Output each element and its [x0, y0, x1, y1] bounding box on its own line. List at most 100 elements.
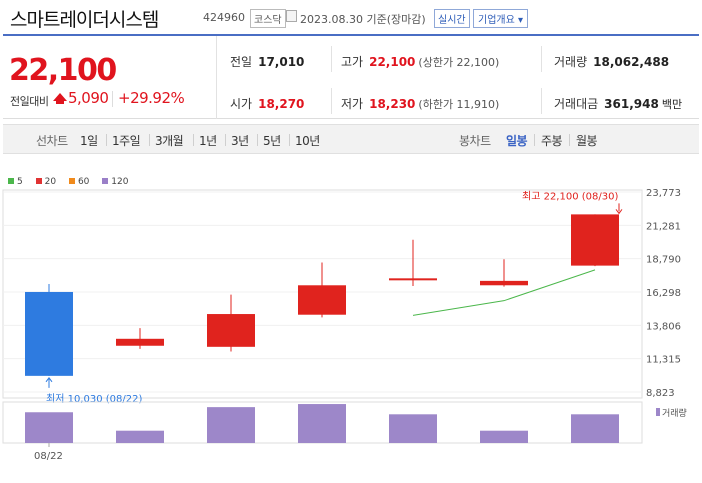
amount-value: 361,948	[604, 97, 659, 111]
high-annotation: 최고 22,100 (08/30)	[522, 190, 618, 202]
y-tick-label: 13,806	[646, 321, 681, 332]
legend-ma20: 20	[35, 177, 56, 187]
date-text: 2023.08.30 기준(장마감)	[300, 13, 426, 26]
divider	[149, 134, 150, 146]
divider	[112, 91, 113, 107]
low-value: 18,230	[369, 97, 416, 111]
low-label: 저가	[341, 97, 364, 111]
y-tick-label: 23,773	[646, 188, 681, 199]
change-label: 전일대비	[10, 95, 49, 108]
prev-close: 전일 17,010	[230, 53, 304, 70]
lower-limit: (하한가 11,910)	[418, 98, 500, 111]
tab-1d[interactable]: 1일	[80, 134, 98, 148]
divider	[541, 88, 542, 114]
change-value: 5,090	[68, 89, 109, 107]
low-annotation: 최저 10,030 (08/22)	[46, 393, 142, 405]
volume-bar	[571, 414, 619, 443]
volume-bar	[116, 430, 164, 443]
tab-10y[interactable]: 10년	[295, 134, 320, 148]
trade-amount: 거래대금 361,948 백만	[554, 95, 682, 112]
divider	[193, 134, 194, 146]
volume-label: 거래량	[554, 55, 588, 69]
tab-daily[interactable]: 일봉	[506, 134, 528, 148]
line-chart-label: 선차트	[36, 134, 68, 148]
open-value: 18,270	[258, 97, 305, 111]
plot-frame	[2, 189, 643, 399]
divider	[257, 134, 258, 146]
tab-monthly[interactable]: 월봉	[576, 134, 598, 148]
candle-chart-label: 봉차트	[459, 134, 491, 148]
high-value: 22,100	[369, 55, 416, 69]
up-arrow-icon	[53, 93, 67, 101]
candle-body	[298, 285, 346, 315]
tab-5y[interactable]: 5년	[263, 134, 281, 148]
low-arrow-head	[45, 377, 53, 383]
stock-name: 스마트레이더시스템	[10, 9, 159, 31]
current-price: 22,100	[9, 53, 117, 88]
y-tick-label: 18,790	[646, 255, 681, 266]
tab-1y[interactable]: 1년	[199, 134, 217, 148]
volume-bar	[25, 412, 73, 443]
volume-value: 18,062,488	[593, 55, 670, 69]
y-tick-label: 16,298	[646, 288, 681, 299]
tab-1w[interactable]: 1주일	[112, 134, 141, 148]
candle-body	[207, 314, 255, 347]
divider	[106, 134, 107, 146]
volume-bar	[298, 404, 346, 443]
legend-ma5: 5	[8, 177, 23, 187]
legend-ma60: 60	[68, 177, 89, 187]
divider	[289, 134, 290, 146]
legend-swatch	[68, 178, 75, 184]
candle-body	[389, 278, 437, 281]
volume-legend-label: 거래량	[662, 407, 687, 419]
stock-header: 스마트레이더시스템 424960 코스닥 2023.08.30 기준(장마감) …	[0, 0, 702, 34]
volume-bar	[389, 414, 437, 443]
change-percent: +29.92%	[118, 89, 185, 107]
divider	[534, 134, 535, 146]
candle-body	[571, 214, 619, 266]
divider	[569, 134, 570, 146]
candle-body	[480, 280, 528, 286]
divider	[225, 134, 226, 146]
tab-3m[interactable]: 3개월	[155, 134, 184, 148]
prev-close-label: 전일	[230, 55, 253, 69]
chart-legend: 5 20 60 120	[8, 177, 138, 187]
market-badge: 코스닥	[250, 9, 286, 28]
calendar-icon	[286, 10, 297, 22]
tab-3y[interactable]: 3년	[231, 134, 249, 148]
y-tick-label: 21,281	[646, 221, 681, 232]
volume-legend-swatch	[656, 408, 660, 416]
amount-unit: 백만	[661, 98, 683, 111]
volume-bar	[480, 430, 528, 443]
y-tick-label: 8,823	[646, 388, 675, 399]
x-tick-label: 08/22	[34, 451, 63, 462]
candle-body	[116, 338, 164, 346]
low-price: 저가 18,230 (하한가 11,910)	[341, 95, 499, 112]
upper-limit: (상한가 22,100)	[418, 56, 500, 69]
legend-swatch	[35, 178, 42, 184]
y-tick-label: 11,315	[646, 355, 681, 366]
amount-label: 거래대금	[554, 97, 599, 111]
divider	[331, 88, 332, 114]
realtime-button[interactable]: 실시간	[434, 9, 470, 28]
high-label: 고가	[341, 55, 364, 69]
stock-code: 424960	[203, 11, 245, 24]
high-arrow-head	[615, 209, 623, 215]
legend-swatch	[8, 178, 14, 184]
price-box: 22,100 전일대비 5,090 +29.92%	[3, 36, 217, 119]
open-label: 시가	[230, 97, 253, 111]
volume: 거래량 18,062,488	[554, 53, 669, 70]
open-price: 시가 18,270	[230, 95, 304, 112]
ma5-line	[412, 269, 596, 316]
chart-tabs: 선차트 1일 1주일 3개월 1년 3년 5년 10년 봉차트 일봉 주봉 월봉	[3, 124, 699, 154]
up-arrow-stem	[56, 100, 64, 104]
company-info-button[interactable]: 기업개요 ▾	[473, 9, 528, 28]
tab-weekly[interactable]: 주봉	[541, 134, 563, 148]
divider	[331, 46, 332, 72]
divider	[541, 46, 542, 72]
volume-bar	[207, 407, 255, 443]
high-price: 고가 22,100 (상한가 22,100)	[341, 53, 499, 70]
candle-body	[25, 291, 73, 376]
price-summary: 22,100 전일대비 5,090 +29.92% 전일 17,010 고가 22,…	[3, 34, 699, 119]
